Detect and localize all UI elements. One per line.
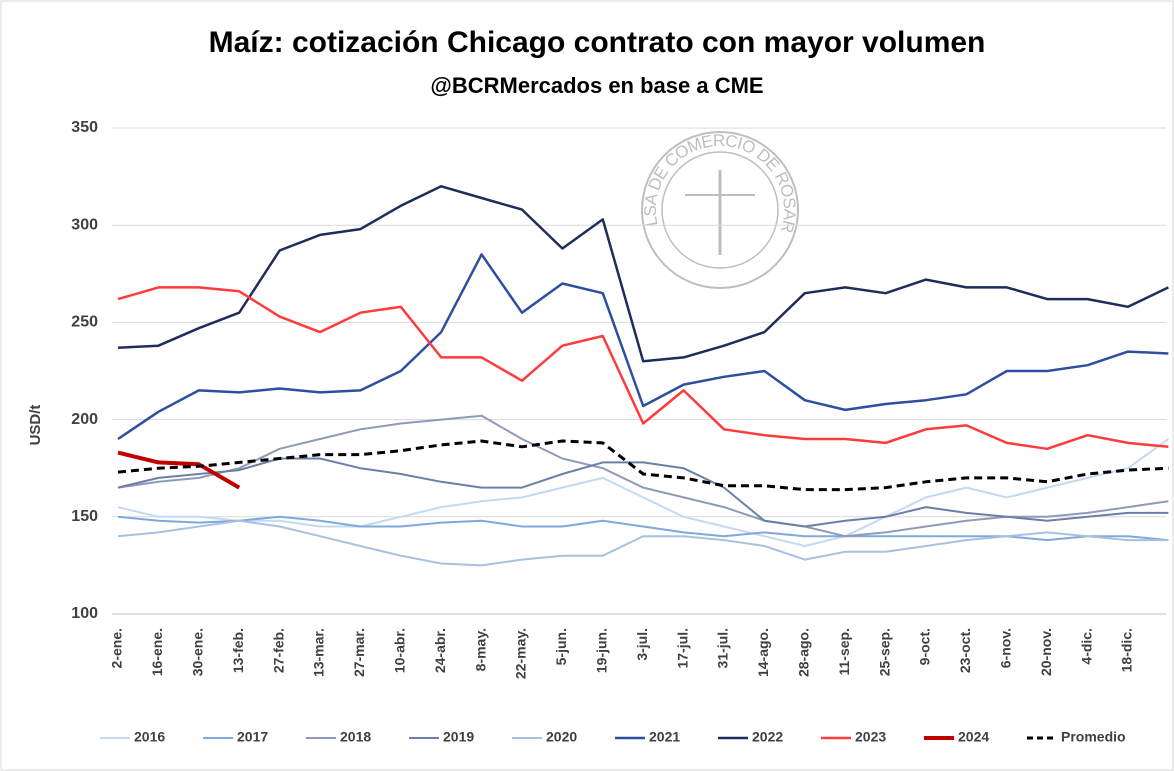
y-tick-label: 150 bbox=[71, 508, 98, 525]
x-tick-label: 14-ago. bbox=[755, 628, 771, 677]
legend-label: 2017 bbox=[237, 729, 268, 745]
x-tick-label: 31-jul. bbox=[715, 628, 731, 668]
x-tick-label: 16-ene. bbox=[149, 628, 165, 676]
x-tick-label: 11-sep. bbox=[836, 628, 852, 675]
y-tick-label: 250 bbox=[71, 314, 98, 331]
chart-title: Maíz: cotización Chicago contrato con ma… bbox=[209, 26, 986, 59]
x-tick-label: 3-jul. bbox=[634, 628, 650, 661]
x-tick-label: 2-ene. bbox=[109, 628, 125, 668]
series-line bbox=[117, 515, 1169, 542]
x-tick-label: 13-mar. bbox=[311, 628, 327, 677]
legend-label: 2022 bbox=[752, 729, 783, 745]
series-line bbox=[117, 450, 241, 490]
y-tick-label: 200 bbox=[71, 411, 98, 428]
x-tick-label: 13-feb. bbox=[230, 628, 246, 673]
x-tick-label: 17-jul. bbox=[674, 628, 690, 668]
series-line bbox=[117, 439, 1169, 492]
x-tick-label: 4-dic. bbox=[1078, 628, 1094, 665]
x-tick-label: 25-sep. bbox=[876, 628, 892, 676]
x-tick-label: 19-jun. bbox=[594, 628, 610, 673]
x-tick-label: 27-mar. bbox=[351, 628, 367, 677]
x-tick-label: 22-may. bbox=[513, 628, 529, 679]
x-tick-label: 23-oct. bbox=[957, 628, 973, 673]
x-tick-label: 20-nov. bbox=[1038, 628, 1054, 676]
legend-label: 2020 bbox=[546, 729, 577, 745]
y-tick-label: 100 bbox=[71, 605, 98, 622]
y-tick-label: 350 bbox=[71, 119, 98, 136]
series-line bbox=[117, 286, 1169, 451]
x-tick-label: 5-jun. bbox=[553, 628, 569, 665]
legend-label: Promedio bbox=[1061, 729, 1126, 745]
x-tick-label: 28-ago. bbox=[796, 628, 812, 677]
x-tick-label: 18-dic. bbox=[1119, 628, 1135, 672]
series-line bbox=[117, 519, 1169, 567]
x-tick-label: 27-feb. bbox=[270, 628, 286, 673]
x-tick-label: 6-nov. bbox=[998, 628, 1014, 668]
chart-subtitle: @BCRMercados en base a CME bbox=[430, 73, 763, 98]
legend-label: 2023 bbox=[855, 729, 886, 745]
legend-label: 2019 bbox=[443, 729, 474, 745]
legend-label: 2024 bbox=[958, 729, 989, 745]
legend-label: 2021 bbox=[649, 729, 680, 745]
x-tick-label: 9-oct. bbox=[917, 628, 933, 665]
legend-label: 2016 bbox=[134, 729, 165, 745]
x-tick-label: 10-abr. bbox=[392, 628, 408, 673]
series-line bbox=[117, 438, 1169, 547]
x-tick-label: 24-abr. bbox=[432, 628, 448, 673]
y-tick-label: 300 bbox=[71, 216, 98, 233]
x-tick-label: 30-ene. bbox=[190, 628, 206, 676]
series-line bbox=[117, 253, 1169, 441]
x-tick-label: 8-may. bbox=[472, 628, 488, 671]
y-axis-label: USD/t bbox=[27, 405, 44, 446]
series-line bbox=[117, 414, 1169, 538]
series-line bbox=[117, 185, 1169, 363]
legend-label: 2018 bbox=[340, 729, 371, 745]
